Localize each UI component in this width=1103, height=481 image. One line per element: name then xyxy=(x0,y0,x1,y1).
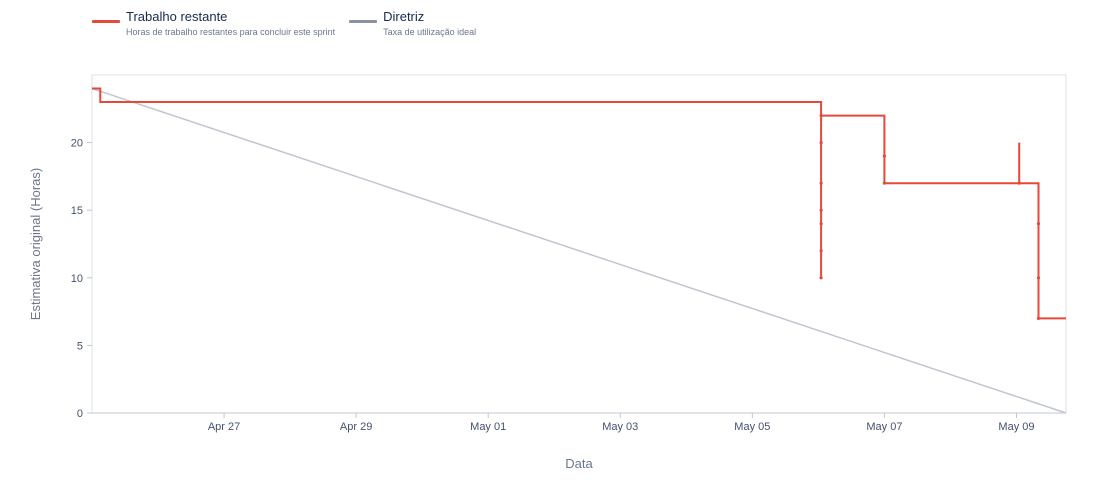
remaining-work-point[interactable] xyxy=(819,276,823,280)
y-axis-title: Estimativa original (Horas) xyxy=(28,168,43,320)
remaining-work-point[interactable] xyxy=(1036,276,1041,280)
remaining-work-point[interactable] xyxy=(819,141,823,145)
remaining-work-point[interactable] xyxy=(819,249,823,253)
series-layer xyxy=(91,87,1067,414)
legend-item-guideline[interactable]: Diretriz Taxa de utilização ideal xyxy=(349,8,476,38)
y-tick-label: 10 xyxy=(71,273,83,285)
y-tick-label: 5 xyxy=(77,340,83,352)
x-axis: Apr 27 Apr 29 May 01 May 03 May 05 May 07 May … xyxy=(208,413,1035,433)
x-axis-title: Data xyxy=(565,456,593,471)
remaining-work-point[interactable] xyxy=(819,208,823,212)
x-tick-label: May 09 xyxy=(998,421,1034,433)
x-tick-label: May 03 xyxy=(602,421,638,433)
remaining-work-point[interactable] xyxy=(1017,181,1021,185)
remaining-work-point[interactable] xyxy=(819,222,823,226)
legend-item-remaining-work[interactable]: Trabalho restante Horas de trabalho rest… xyxy=(92,8,335,38)
x-tick-label: May 01 xyxy=(470,421,506,433)
legend-swatch-remaining-work xyxy=(92,20,120,23)
remaining-work-point[interactable] xyxy=(882,181,887,185)
remaining-work-point[interactable] xyxy=(819,181,823,185)
legend-label: Trabalho restante xyxy=(126,9,228,24)
y-tick-label: 20 xyxy=(71,138,83,150)
remaining-work-line xyxy=(92,87,1066,320)
chart-legend: Trabalho restante Horas de trabalho rest… xyxy=(92,8,476,38)
plot-frame xyxy=(91,74,1067,414)
y-tick-label: 15 xyxy=(71,205,83,217)
remaining-work-point[interactable] xyxy=(1036,316,1041,320)
legend-description: Horas de trabalho restantes para conclui… xyxy=(126,27,336,37)
y-axis: 0 5 10 15 20 xyxy=(71,138,92,420)
x-tick-label: May 05 xyxy=(734,421,770,433)
remaining-work-point[interactable] xyxy=(819,113,823,118)
legend-swatch-guideline xyxy=(349,20,378,23)
x-tick-label: Apr 29 xyxy=(340,421,372,433)
x-tick-label: Apr 27 xyxy=(208,421,240,433)
legend-description: Taxa de utilização ideal xyxy=(383,27,477,37)
y-tick-label: 0 xyxy=(77,408,83,420)
guideline-line xyxy=(91,87,1067,414)
remaining-work-point[interactable] xyxy=(882,154,887,158)
remaining-work-point[interactable] xyxy=(1036,222,1041,226)
x-tick-label: May 07 xyxy=(866,421,902,433)
legend-label: Diretriz xyxy=(383,9,425,24)
